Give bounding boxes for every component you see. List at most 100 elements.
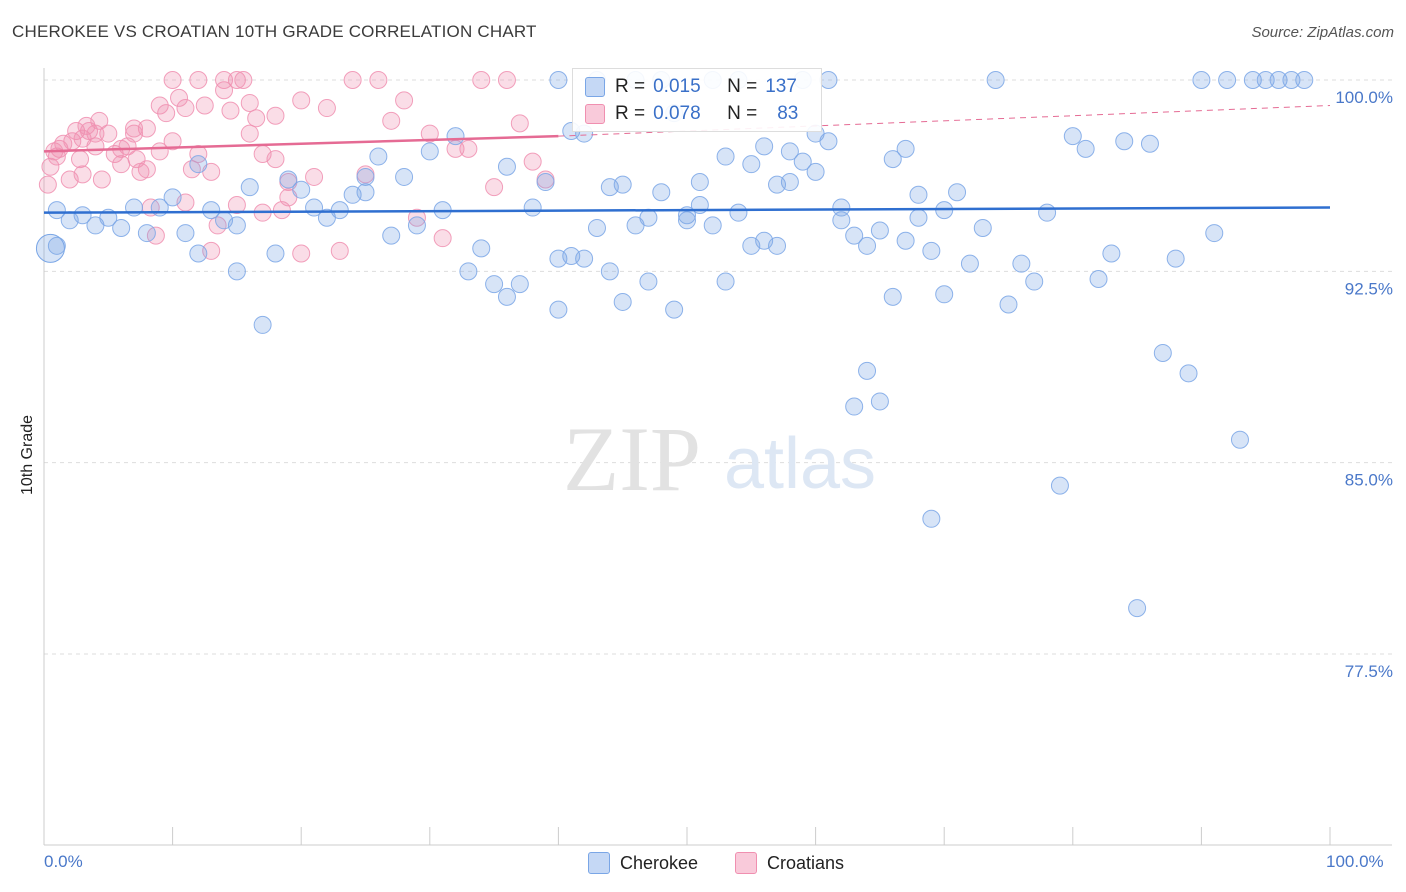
cherokee-point — [292, 180, 311, 199]
cherokee-point — [73, 206, 92, 225]
cherokee-point — [163, 188, 182, 207]
cherokee-point — [1063, 127, 1082, 146]
cherokee-point — [639, 208, 658, 227]
cherokee-point — [845, 397, 864, 416]
croatians-point — [420, 124, 439, 143]
cherokee-point — [613, 292, 632, 311]
croatians-point — [292, 91, 311, 110]
cherokee-point — [1076, 139, 1095, 158]
cherokee-point — [1243, 71, 1262, 89]
cherokee-point — [497, 157, 516, 176]
cherokee-point — [1205, 224, 1224, 243]
legend-n-value: 83 — [777, 103, 799, 124]
croatians-point — [369, 71, 388, 89]
cherokee-point — [1230, 430, 1249, 449]
cherokee-point — [356, 167, 375, 186]
legend-row-cherokee: R = 0.015 N = 137 — [585, 74, 797, 100]
cherokee-point — [227, 262, 246, 281]
legend-r-label: R = — [615, 76, 646, 97]
cherokee-point — [253, 315, 272, 334]
watermark-atlas: atlas — [724, 424, 876, 504]
cherokee-point — [1012, 254, 1031, 273]
cherokee-point — [780, 142, 799, 161]
croatians-point — [41, 157, 60, 176]
cherokee-point — [549, 71, 568, 89]
cherokee-point — [176, 224, 195, 243]
cherokee-point — [909, 208, 928, 227]
cherokee-point — [137, 224, 156, 243]
cherokee-point — [189, 244, 208, 263]
cherokee-point — [266, 244, 285, 263]
cherokee-point — [536, 173, 555, 192]
cherokee-point — [1089, 269, 1108, 288]
cherokee-point — [47, 236, 66, 255]
cherokee-point — [1115, 132, 1134, 151]
cherokee-point — [1128, 599, 1147, 618]
chart-title: CHEROKEE VS CROATIAN 10TH GRADE CORRELAT… — [12, 22, 537, 41]
croatians-point — [305, 167, 324, 186]
cherokee-point — [1218, 71, 1237, 89]
cherokee-point — [922, 241, 941, 260]
croatians-point — [170, 88, 189, 107]
watermark: ZIP atlas — [563, 408, 876, 510]
croatians-point — [510, 114, 529, 133]
cherokee-point — [1256, 71, 1275, 89]
watermark-zip: ZIP — [563, 408, 701, 510]
croatians-point — [163, 71, 182, 89]
cherokee-point — [459, 262, 478, 281]
croatians-point — [195, 96, 214, 115]
cherokee-point — [356, 183, 375, 202]
cherokee-point — [587, 218, 606, 237]
cherokee-point — [870, 221, 889, 240]
legend-n-label: N = — [727, 76, 758, 97]
croatians-point — [125, 119, 144, 138]
croatians-point — [189, 71, 208, 89]
cherokee-legend-swatch — [588, 852, 610, 874]
croatians-point — [485, 178, 504, 197]
croatians-point — [137, 160, 156, 179]
legend-r-value: 0.078 — [653, 103, 701, 124]
croatians-point — [71, 150, 90, 169]
cherokee-point — [742, 155, 761, 174]
cherokee-point — [523, 198, 542, 217]
cherokee-point — [1153, 343, 1172, 362]
cherokee-point — [47, 201, 66, 220]
cherokee-point — [639, 272, 658, 291]
croatians-legend-label: Croatians — [767, 852, 845, 873]
croatians-trend-extension — [558, 105, 1331, 137]
croatians-point — [38, 175, 57, 194]
croatians-point — [240, 124, 259, 143]
cherokee-swatch — [585, 77, 605, 97]
croatians-point — [221, 101, 240, 120]
croatians-point — [266, 106, 285, 125]
cherokee-point — [382, 226, 401, 245]
croatians-point — [157, 104, 176, 123]
cherokee-point — [1025, 272, 1044, 291]
croatians-point — [382, 111, 401, 130]
cherokee-point — [703, 216, 722, 235]
cherokee-point — [960, 254, 979, 273]
croatians-point — [343, 71, 362, 89]
croatians-legend-swatch — [735, 852, 757, 874]
croatians-point — [176, 99, 195, 118]
legend-row-croatians: R = 0.078 N = 83 — [585, 101, 798, 127]
cherokee-point — [1038, 203, 1057, 222]
cherokee-point — [279, 170, 298, 189]
x-axis-min-label: 0.0% — [44, 852, 83, 871]
cherokee-point — [973, 218, 992, 237]
cherokee-point — [716, 272, 735, 291]
cherokee-point — [1166, 249, 1185, 268]
cherokee-point — [948, 183, 967, 202]
cherokee-point — [112, 218, 131, 237]
cherokee-point — [1102, 244, 1121, 263]
cherokee-trend-line — [43, 206, 1331, 214]
croatians-point — [247, 109, 266, 128]
cherokee-point — [870, 392, 889, 411]
cherokee-point — [1192, 71, 1211, 89]
cherokee-point — [832, 211, 851, 230]
cherokee-point — [240, 178, 259, 197]
cherokee-point — [600, 262, 619, 281]
gridlines — [44, 79, 1392, 655]
source-label: Source: ZipAtlas.com — [1251, 24, 1394, 41]
